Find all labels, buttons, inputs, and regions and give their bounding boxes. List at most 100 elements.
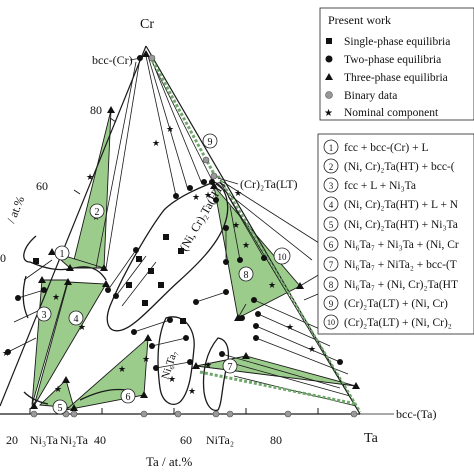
- region-circle: [323, 177, 339, 193]
- legend-present-work-box: [319, 7, 474, 121]
- two-phase-marker: [223, 289, 229, 295]
- square-icon: [326, 38, 332, 44]
- binary-marker: [174, 410, 182, 418]
- region-number: 9: [329, 299, 334, 309]
- region-number: 10: [278, 252, 288, 262]
- tie-line: [147, 55, 189, 191]
- single-phase-marker: [178, 248, 184, 254]
- region-6-fill: [64, 336, 149, 411]
- two-phase-marker: [223, 225, 229, 231]
- two-phase-marker: [261, 255, 267, 261]
- single-phase-marker: [158, 282, 164, 288]
- legend-title: Present work: [328, 13, 391, 27]
- tie-line: [17, 289, 45, 299]
- tie-line: [151, 337, 187, 347]
- region-circle: [52, 399, 68, 415]
- legend-region-text: Ni₆Ta₇ + NiTa₂ + bcc-(T: [344, 259, 457, 271]
- tie-line: [255, 325, 341, 363]
- nominal-marker: ★: [268, 281, 276, 291]
- region-number: 8: [329, 280, 334, 290]
- corner-label-ta: Ta: [364, 431, 379, 446]
- three-phase-marker: [210, 182, 218, 189]
- left-loop: [23, 235, 37, 263]
- two-phase-marker: [251, 297, 257, 303]
- nominal-marker: ★: [188, 387, 196, 397]
- two-phase-marker: [337, 359, 343, 365]
- three-phase-marker: [64, 278, 72, 285]
- cr2ta-lt-label: (Cr)₂Ta(LT): [240, 177, 298, 191]
- three-phase-marker: [296, 282, 304, 289]
- boundary-10-edge: [219, 181, 361, 415]
- two-phase-marker: [187, 359, 193, 365]
- single-phase-marker: [163, 234, 169, 240]
- binary-marker: [210, 172, 218, 180]
- three-phase-marker: [70, 404, 78, 411]
- single-phase-marker: [136, 256, 142, 262]
- two-phase-marker: [131, 329, 137, 335]
- region-circle: [323, 314, 339, 330]
- three-phase-marker: [62, 376, 70, 383]
- two-phase-marker: [223, 259, 229, 265]
- bcc-cr-leader: [129, 57, 142, 61]
- tie-line: [149, 57, 213, 181]
- tie-line: [95, 61, 137, 269]
- legend-item-label: Nominal component: [344, 107, 439, 119]
- three-phase-marker: [144, 334, 152, 341]
- single-phase-marker: [148, 268, 154, 274]
- legend-regions-box: [317, 133, 474, 335]
- tie-line: [195, 291, 227, 303]
- two-phase-marker: [219, 351, 225, 357]
- tie-line: [155, 361, 191, 369]
- region-number: 10: [327, 318, 335, 327]
- two-phase-marker: [113, 293, 119, 299]
- three-phase-marker: [107, 106, 115, 113]
- two-phase-marker: [5, 349, 11, 355]
- nominal-marker: ★: [204, 191, 212, 201]
- bottom-axis-title: Ta / at.%: [146, 454, 193, 469]
- left-axis-title: / at.%: [4, 194, 27, 225]
- bcc-ta-label: bcc-(Ta): [396, 407, 436, 421]
- nominal-marker: ★: [192, 193, 200, 203]
- three-phase-marker: [140, 391, 148, 398]
- nominal-marker: ★: [166, 125, 174, 135]
- legend-item-label: Binary data: [344, 90, 397, 102]
- cr2ta-lt-leader: [217, 177, 239, 185]
- ni6ta7-label: Ni₆Ta₇: [159, 349, 180, 381]
- single-phase-marker: [126, 282, 132, 288]
- three-phase-marker: [142, 50, 150, 57]
- single-phase-marker: [142, 300, 148, 306]
- region-circle: [202, 133, 218, 149]
- two-phase-marker: [193, 299, 199, 305]
- region-numbers: 1 2 3 4 5 6 7 8 9 10: [36, 133, 291, 415]
- three-phase-marker: [102, 280, 110, 287]
- region-number: 3: [42, 310, 47, 321]
- ni2ta-label: Ni₂Ta: [60, 433, 89, 447]
- legend-region-text: (Ni, Cr)₂Ta(HT) + L + N: [344, 199, 459, 211]
- binary-points: [30, 54, 358, 418]
- region-number: 1: [60, 249, 65, 260]
- binary-marker: [148, 54, 156, 62]
- left-tick: [109, 117, 117, 123]
- nominal-marker: ★: [86, 173, 94, 183]
- legend-region-text: (Cr)₂Ta(LT) + (Ni, Cr)₂: [344, 317, 452, 329]
- region-number: 6: [126, 392, 131, 403]
- bottom-tick-label: 20: [6, 433, 18, 447]
- three-phase-marker: [352, 382, 360, 389]
- legend-region-text: Ni₆Ta₇ + Ni₃Ta + (Ni, Cr: [344, 239, 459, 251]
- region-7-fill: [195, 355, 357, 387]
- tie-line: [107, 249, 137, 291]
- legend-region-text: (Ni, Cr)₂Ta(HT) + bcc-(: [344, 161, 455, 173]
- two-phase-marker: [153, 365, 159, 371]
- fcc-liquid-curve: [29, 261, 107, 281]
- two-phase-marker: [105, 287, 111, 293]
- two-phase-marker: [149, 343, 155, 349]
- two-phase-marker: [183, 335, 189, 341]
- binary-marker: [284, 410, 292, 418]
- binary-marker: [350, 410, 358, 418]
- tie-line: [219, 179, 331, 251]
- nominal-marker: ★: [234, 189, 242, 199]
- bcc-cr-label: bcc-(Cr): [92, 53, 133, 67]
- region-circle: [36, 306, 52, 322]
- nominal-marker: ★: [152, 139, 160, 149]
